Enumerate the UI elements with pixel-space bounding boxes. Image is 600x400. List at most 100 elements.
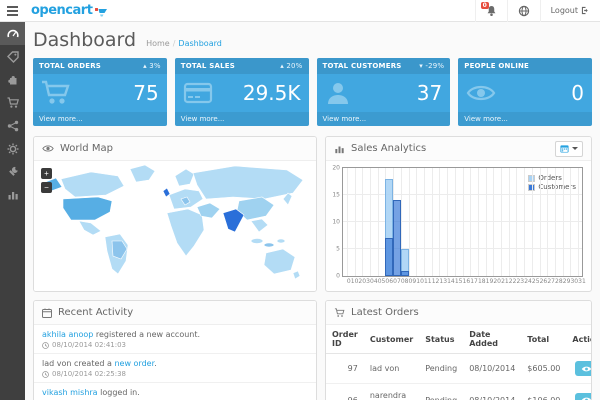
activity-link[interactable]: new order bbox=[114, 359, 155, 368]
x-tick-label: 06 bbox=[385, 278, 394, 285]
y-tick-label: 5 bbox=[336, 245, 340, 253]
eye-icon bbox=[466, 82, 496, 104]
gridline bbox=[462, 168, 464, 276]
x-tick-label: 26 bbox=[539, 278, 548, 285]
y-tick-label: 15 bbox=[332, 191, 340, 199]
shopping-cart-icon bbox=[7, 96, 19, 108]
page-title: Dashboard bbox=[33, 29, 137, 51]
tag-icon bbox=[6, 50, 19, 63]
latest-orders-table: Order ID Customer Status Date Added Tota… bbox=[326, 325, 591, 400]
gridline bbox=[447, 168, 449, 276]
x-tick-label: 14 bbox=[447, 278, 455, 285]
gridline bbox=[377, 168, 379, 276]
x-tick-label: 30 bbox=[570, 278, 579, 285]
y-tick-label: 10 bbox=[332, 218, 340, 226]
order-date: 08/10/2014 bbox=[463, 383, 522, 400]
gridline bbox=[369, 168, 371, 276]
sidebar-item-dashboard[interactable] bbox=[0, 22, 25, 45]
x-tick-label: 28 bbox=[555, 278, 563, 285]
sidebar-item-reports[interactable] bbox=[0, 183, 25, 206]
logout-button[interactable]: Logout bbox=[539, 0, 600, 22]
sidebar-item-system[interactable] bbox=[0, 137, 25, 160]
latest-orders-title: Latest Orders bbox=[351, 307, 419, 318]
x-tick-label: 08 bbox=[400, 278, 409, 285]
sales-chart: Orders Customers 01 02 03 04 05 06 07 08 09 10 11 1… bbox=[326, 161, 591, 291]
x-tick-label: 15 bbox=[454, 278, 463, 285]
view-more-link[interactable]: View more... bbox=[33, 112, 167, 126]
menu-toggle-icon[interactable] bbox=[0, 0, 25, 22]
eye-icon bbox=[582, 366, 591, 371]
view-order-button[interactable] bbox=[574, 361, 591, 376]
activity-text: akhila anoop registered a new account. bbox=[42, 330, 201, 339]
x-tick-label: 02 bbox=[354, 278, 363, 285]
stat-tiles: TOTAL ORDERS ▴ 3% 75 View more... TOTAL … bbox=[25, 56, 600, 126]
view-order-button[interactable] bbox=[574, 392, 591, 400]
map-zoom-out-button[interactable]: − bbox=[41, 182, 52, 193]
tile-value: 37 bbox=[416, 81, 443, 105]
sidebar-item-catalog[interactable] bbox=[0, 45, 25, 68]
sidebar-item-tools[interactable] bbox=[0, 160, 25, 183]
view-more-link[interactable]: View more... bbox=[316, 112, 451, 126]
tile-total-sales: TOTAL SALES ▴ 20% 29.5K View more... bbox=[174, 58, 309, 126]
order-id: 96 bbox=[326, 383, 364, 400]
gridline bbox=[423, 168, 425, 276]
gridline bbox=[539, 168, 541, 276]
order-status: Pending bbox=[419, 383, 464, 400]
x-tick-label: 18 bbox=[477, 278, 486, 285]
x-tick-label: 04 bbox=[370, 278, 378, 285]
activity-item: akhila anoop registered a new account. 0… bbox=[34, 325, 316, 354]
legend-label-customers: Customers bbox=[538, 183, 576, 191]
x-tick-label: 01 bbox=[346, 278, 355, 285]
x-tick-label: 23 bbox=[516, 278, 525, 285]
col-order-id: Order ID bbox=[326, 325, 364, 354]
world-map[interactable]: + − bbox=[34, 161, 316, 291]
world-map-panel: World Map + − bbox=[33, 136, 317, 292]
calendar-icon bbox=[560, 145, 569, 153]
user-icon bbox=[325, 80, 351, 106]
activity-link[interactable]: vikash mishra bbox=[42, 388, 98, 397]
gridline bbox=[362, 168, 364, 276]
eye-icon bbox=[42, 145, 54, 152]
opencart-logo[interactable]: opencart bbox=[31, 1, 108, 20]
col-customer: Customer bbox=[363, 325, 420, 354]
globe-icon bbox=[518, 5, 529, 16]
gridline bbox=[400, 168, 402, 276]
gridline bbox=[501, 168, 503, 276]
x-tick-label: 24 bbox=[524, 278, 532, 285]
activity-time: 08/10/2014 02:25:38 bbox=[42, 370, 308, 378]
breadcrumb-current[interactable]: Dashboard bbox=[178, 39, 222, 48]
order-total: $106.00 bbox=[521, 383, 567, 400]
view-more-link[interactable]: View more... bbox=[458, 112, 592, 126]
gridline bbox=[562, 168, 564, 276]
view-more-link[interactable]: View more... bbox=[174, 112, 309, 126]
credit-card-icon bbox=[183, 81, 213, 105]
gridline bbox=[354, 168, 356, 276]
calendar-icon bbox=[42, 308, 52, 318]
gridline bbox=[343, 221, 582, 222]
tile-delta: ▴ 20% bbox=[280, 62, 303, 70]
sign-out-icon bbox=[581, 6, 588, 15]
x-tick-label: 20 bbox=[493, 278, 502, 285]
activity-link[interactable]: akhila anoop bbox=[42, 330, 94, 339]
sidebar-item-marketing[interactable] bbox=[0, 114, 25, 137]
share-icon bbox=[7, 120, 18, 131]
notifications-button[interactable]: 0 bbox=[474, 0, 507, 22]
tile-value: 75 bbox=[133, 81, 159, 105]
x-tick-label: 21 bbox=[501, 278, 509, 285]
logo-text: opencart bbox=[31, 3, 93, 18]
sidebar-item-sales[interactable] bbox=[0, 91, 25, 114]
map-zoom-in-button[interactable]: + bbox=[41, 168, 52, 179]
stores-button[interactable] bbox=[506, 0, 540, 22]
chart-range-button[interactable] bbox=[555, 140, 583, 157]
notification-badge: 0 bbox=[480, 1, 489, 9]
recent-activity-panel: Recent Activity akhila anoop registered … bbox=[33, 300, 317, 400]
activity-item: lad von created a new order. 08/10/2014 … bbox=[34, 354, 316, 383]
gridline bbox=[493, 168, 495, 276]
gridline bbox=[570, 168, 572, 276]
breadcrumb-home[interactable]: Home bbox=[146, 39, 170, 48]
gridline bbox=[477, 168, 479, 276]
sidebar-item-extensions[interactable] bbox=[0, 68, 25, 91]
clock-icon bbox=[42, 341, 49, 349]
gridline bbox=[524, 168, 526, 276]
tile-value: 0 bbox=[571, 81, 584, 105]
